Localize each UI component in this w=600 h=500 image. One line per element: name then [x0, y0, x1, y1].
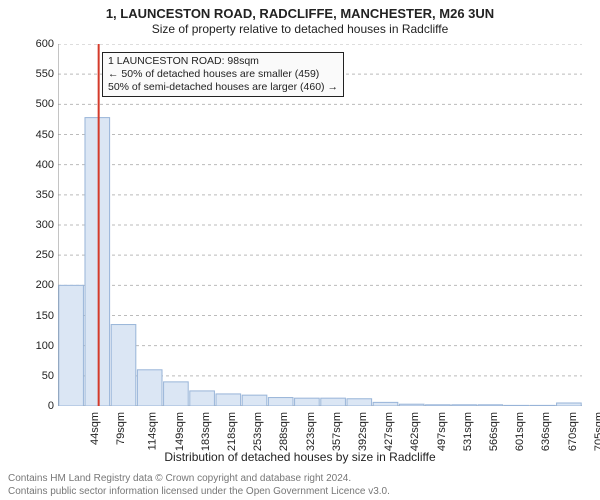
bar: [557, 403, 582, 406]
x-tick-label: 670sqm: [567, 412, 579, 451]
bar: [268, 398, 293, 406]
x-tick-label: 462sqm: [410, 412, 422, 451]
x-tick-label: 114sqm: [147, 412, 159, 450]
y-tick-label: 100: [10, 340, 54, 352]
x-tick-label: 183sqm: [200, 412, 212, 451]
bar: [216, 394, 241, 406]
bar: [452, 405, 477, 406]
bar: [347, 399, 372, 406]
chart-plot: 050100150200250300350400450500550600 44s…: [58, 44, 582, 406]
bar: [190, 391, 215, 406]
x-tick-label: 566sqm: [488, 412, 500, 451]
bar: [85, 118, 110, 406]
annotation-line3: 50% of semi-detached houses are larger (…: [108, 81, 338, 94]
bar: [373, 402, 398, 406]
bar: [530, 405, 555, 406]
y-tick-label: 450: [10, 129, 54, 141]
x-axis-label: Distribution of detached houses by size …: [0, 450, 600, 464]
y-tick-label: 600: [10, 38, 54, 50]
bar: [164, 382, 189, 406]
bar: [321, 398, 346, 406]
x-tick-label: 497sqm: [436, 412, 448, 451]
bar: [242, 395, 267, 406]
footer-attribution: Contains HM Land Registry data © Crown c…: [8, 473, 592, 498]
y-tick-label: 0: [10, 400, 54, 412]
y-tick-label: 300: [10, 219, 54, 231]
footer-line1: Contains HM Land Registry data © Crown c…: [8, 473, 592, 486]
y-tick-label: 350: [10, 189, 54, 201]
x-tick-label: 149sqm: [174, 412, 186, 451]
page-subtitle: Size of property relative to detached ho…: [0, 22, 600, 36]
x-tick-label: 636sqm: [541, 412, 553, 451]
annotation-line1: 1 LAUNCESTON ROAD: 98sqm: [108, 55, 338, 68]
x-tick-label: 79sqm: [115, 412, 127, 445]
y-tick-label: 400: [10, 159, 54, 171]
x-tick-label: 705sqm: [593, 412, 600, 451]
bar: [426, 405, 451, 406]
x-tick-label: 288sqm: [279, 412, 291, 451]
bar: [111, 325, 136, 406]
y-tick-label: 150: [10, 310, 54, 322]
bar: [399, 404, 424, 406]
bar-chart-svg: [58, 44, 582, 406]
x-tick-label: 427sqm: [383, 412, 395, 451]
y-tick-label: 550: [10, 68, 54, 80]
bar: [504, 405, 529, 406]
x-tick-label: 357sqm: [331, 412, 343, 451]
x-tick-label: 323sqm: [305, 412, 317, 451]
x-tick-label: 601sqm: [514, 412, 526, 451]
y-tick-label: 250: [10, 249, 54, 261]
footer-line2: Contains public sector information licen…: [8, 486, 592, 499]
bar: [478, 405, 503, 406]
x-tick-label: 531sqm: [462, 412, 474, 451]
y-tick-label: 200: [10, 279, 54, 291]
y-tick-label: 500: [10, 98, 54, 110]
annotation-line2: ← 50% of detached houses are smaller (45…: [108, 68, 338, 81]
x-tick-label: 253sqm: [252, 412, 264, 451]
annotation-box: 1 LAUNCESTON ROAD: 98sqm ← 50% of detach…: [102, 52, 344, 97]
bar: [59, 285, 84, 406]
page-title: 1, LAUNCESTON ROAD, RADCLIFFE, MANCHESTE…: [0, 6, 600, 21]
bar: [295, 398, 320, 406]
bar: [137, 370, 162, 406]
y-tick-label: 50: [10, 370, 54, 382]
x-tick-label: 218sqm: [226, 412, 238, 451]
x-tick-label: 44sqm: [89, 412, 101, 445]
x-tick-label: 392sqm: [357, 412, 369, 451]
